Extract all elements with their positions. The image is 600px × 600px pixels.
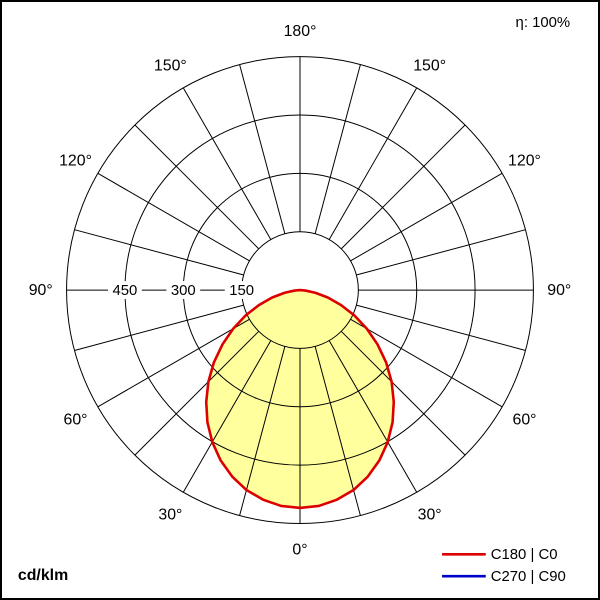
angle-label: 0° xyxy=(292,541,307,558)
grid-spoke xyxy=(356,304,526,351)
grid-spoke xyxy=(328,340,418,493)
grid-spoke xyxy=(340,330,466,456)
polar-grid-layer xyxy=(66,56,534,524)
grid-spoke xyxy=(350,172,503,262)
unit-label: cd/klm xyxy=(18,567,68,584)
ring-label: 450 xyxy=(112,283,137,299)
grid-spoke xyxy=(239,346,286,516)
grid-spoke xyxy=(340,124,466,250)
grid-spoke xyxy=(356,229,526,276)
angle-label: 120° xyxy=(508,152,541,169)
grid-spoke xyxy=(97,172,250,262)
angle-label: 180° xyxy=(284,23,317,40)
grid-spoke xyxy=(134,124,260,250)
grid-spoke xyxy=(314,346,361,516)
ring-label-chip xyxy=(166,281,201,300)
grid-spoke xyxy=(74,229,244,276)
grid-spoke xyxy=(314,64,361,234)
grid-spoke xyxy=(182,340,272,493)
grid-spoke xyxy=(350,318,503,408)
grid-spoke xyxy=(239,64,286,234)
angle-label: 30° xyxy=(418,507,442,524)
axis-labels-layer: 150 300 450 0° 30° 30° 60° 60° 90° 90° 120° 120° 150… xyxy=(29,23,572,559)
ring-label: 300 xyxy=(171,283,196,299)
legend-label-c0: C180 | C0 xyxy=(491,547,558,563)
efficiency-label: η: 100% xyxy=(516,15,571,31)
ring-label-chip xyxy=(224,281,259,300)
grid-spoke xyxy=(134,330,260,456)
angle-label: 60° xyxy=(63,412,87,429)
intensity-curve-c0 xyxy=(204,288,396,510)
grid-spoke xyxy=(97,318,250,408)
intensity-curve-layer xyxy=(204,288,396,510)
angle-label: 30° xyxy=(158,507,182,524)
angle-label: 90° xyxy=(547,282,571,299)
grid-spoke xyxy=(182,87,272,240)
grid-spoke xyxy=(74,304,244,351)
angle-label: 60° xyxy=(512,412,536,429)
legend-label-c90: C270 | C90 xyxy=(491,569,566,585)
angle-label: 150° xyxy=(413,58,446,75)
angle-label: 150° xyxy=(154,58,187,75)
angle-label: 120° xyxy=(59,152,92,169)
ring-label: 150 xyxy=(229,283,254,299)
ring-label-chip xyxy=(108,281,142,300)
grid-spoke xyxy=(328,87,418,240)
legend: C180 | C0 C270 | C90 xyxy=(442,547,566,585)
angle-label: 90° xyxy=(29,282,53,299)
